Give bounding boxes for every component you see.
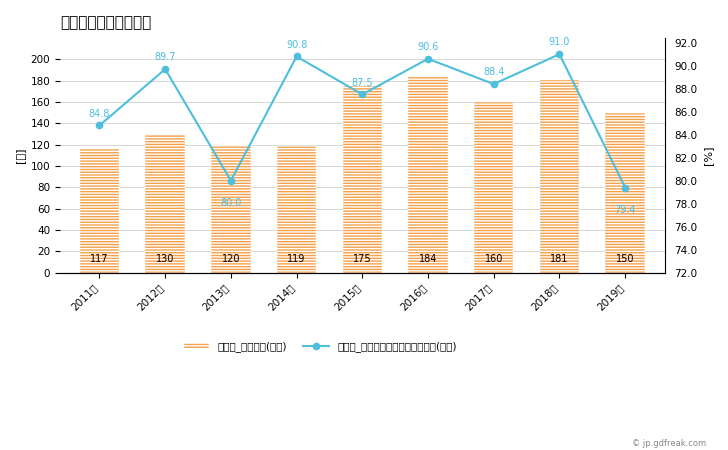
Text: 117: 117 (90, 254, 108, 264)
Y-axis label: [%]: [%] (703, 145, 713, 165)
Legend: 住宅用_建築物数(左軸), 住宅用_全建築物数にしめるシェア(右軸): 住宅用_建築物数(左軸), 住宅用_全建築物数にしめるシェア(右軸) (179, 337, 461, 356)
Bar (80, 148, 119, 273)
Bar (146, 134, 185, 273)
Text: 89.7: 89.7 (154, 52, 176, 62)
Text: 84.8: 84.8 (89, 108, 110, 118)
Bar (343, 86, 382, 273)
Text: 119: 119 (288, 254, 306, 264)
Text: 住宅用建築物数の推移: 住宅用建築物数の推移 (60, 15, 151, 30)
Bar (408, 76, 448, 273)
Bar (211, 144, 250, 273)
Text: 184: 184 (419, 254, 438, 264)
Bar (539, 80, 579, 273)
Text: 175: 175 (353, 254, 371, 264)
Text: 80.0: 80.0 (220, 198, 242, 208)
Text: 91.0: 91.0 (549, 37, 570, 47)
Text: 181: 181 (550, 254, 569, 264)
Bar (606, 112, 645, 273)
Text: © jp.gdfreak.com: © jp.gdfreak.com (632, 439, 706, 448)
Text: 87.5: 87.5 (352, 77, 373, 87)
Text: 130: 130 (156, 254, 175, 264)
Text: 120: 120 (221, 254, 240, 264)
Text: 88.4: 88.4 (483, 67, 505, 77)
Text: 90.8: 90.8 (286, 40, 307, 50)
Text: 160: 160 (485, 254, 503, 264)
Text: 90.6: 90.6 (417, 42, 439, 52)
Text: 150: 150 (616, 254, 634, 264)
Bar (277, 146, 316, 273)
Bar (474, 102, 513, 273)
Y-axis label: [棟]: [棟] (15, 148, 25, 163)
Text: 79.4: 79.4 (614, 205, 636, 215)
